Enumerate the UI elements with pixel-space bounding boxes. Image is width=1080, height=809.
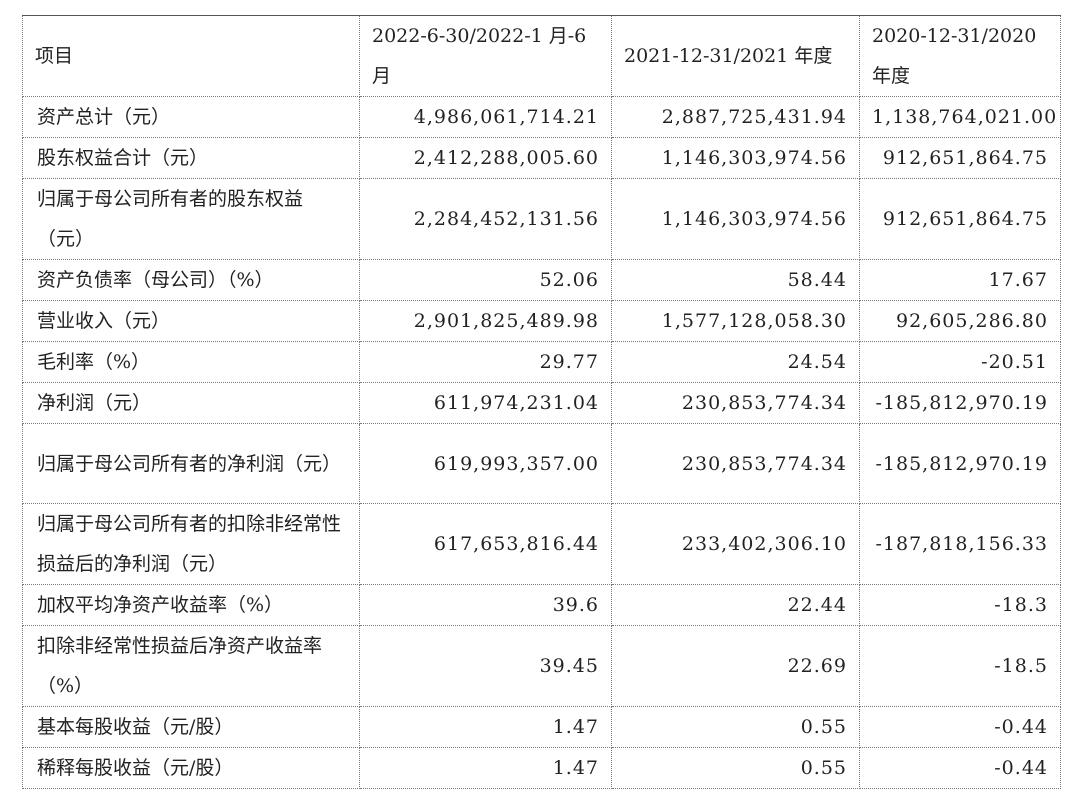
cell-2021: 0.55 [611,706,860,748]
table-row: 归属于母公司所有者的股东权益（元） 2,284,452,131.56 1,146… [22,178,1061,260]
cell-2022: 2,901,825,489.98 [359,300,612,342]
table-row: 毛利率（%） 29.77 24.54 -20.51 [22,341,1061,383]
table-row: 归属于母公司所有者的扣除非经常性损益后的净利润（元） 617,653,816.4… [22,503,1061,585]
header-period-2022: 2022-6-30/2022-1 月-6 月 [359,15,612,97]
table-row: 扣除非经常性损益后净资产收益率（%） 39.45 22.69 -18.5 [22,625,1061,707]
cell-2020: 17.67 [859,259,1061,301]
cell-2020: 1,138,764,021.00 [859,96,1061,138]
cell-2022: 1.47 [359,747,612,789]
cell-2022: 2,412,288,005.60 [359,137,612,179]
header-item: 项目 [22,15,360,97]
cell-2021: 22.44 [611,584,860,626]
cell-2022: 1.47 [359,706,612,748]
cell-2022: 39.6 [359,584,612,626]
cell-2020: -18.3 [859,584,1061,626]
table-header-row: 项目 2022-6-30/2022-1 月-6 月 2021-12-31/202… [22,15,1061,97]
row-label: 基本每股收益（元/股） [22,706,360,748]
row-label: 资产负债率（母公司）（%） [22,259,360,301]
table-row: 基本每股收益（元/股） 1.47 0.55 -0.44 [22,706,1061,748]
cell-2022: 39.45 [359,625,612,707]
cell-2021: 58.44 [611,259,860,301]
row-label: 股东权益合计（元） [22,137,360,179]
row-label: 资产总计（元） [22,96,360,138]
header-period-2020: 2020-12-31/2020 年度 [859,15,1061,97]
cell-2021: 2,887,725,431.94 [611,96,860,138]
row-label: 归属于母公司所有者的净利润（元） [22,423,360,504]
row-label: 加权平均净资产收益率（%） [22,584,360,626]
cell-2021: 22.69 [611,625,860,707]
cell-2020: 912,651,864.75 [859,137,1061,179]
cell-2022: 4,986,061,714.21 [359,96,612,138]
row-label: 归属于母公司所有者的股东权益（元） [22,178,360,260]
row-label: 净利润（元） [22,382,360,424]
table-row: 加权平均净资产收益率（%） 39.6 22.44 -18.3 [22,584,1061,626]
row-label: 归属于母公司所有者的扣除非经常性损益后的净利润（元） [22,503,360,585]
cell-2021: 233,402,306.10 [611,503,860,585]
cell-2022: 29.77 [359,341,612,383]
header-period-2021: 2021-12-31/2021 年度 [611,15,860,97]
cell-2020: -185,812,970.19 [859,423,1061,504]
cell-2022: 52.06 [359,259,612,301]
table-row: 稀释每股收益（元/股） 1.47 0.55 -0.44 [22,747,1061,789]
cell-2021: 0.55 [611,747,860,789]
cell-2020: 912,651,864.75 [859,178,1061,260]
cell-2020: -18.5 [859,625,1061,707]
cell-2021: 1,146,303,974.56 [611,137,860,179]
table-row: 资产负债率（母公司）（%） 52.06 58.44 17.67 [22,259,1061,301]
cell-2021: 230,853,774.34 [611,382,860,424]
cell-2020: -0.44 [859,706,1061,748]
table-row: 净利润（元） 611,974,231.04 230,853,774.34 -18… [22,382,1061,424]
cell-2021: 24.54 [611,341,860,383]
financial-table-container: 项目 2022-6-30/2022-1 月-6 月 2021-12-31/202… [22,15,1061,789]
cell-2022: 617,653,816.44 [359,503,612,585]
cell-2022: 619,993,357.00 [359,423,612,504]
row-label: 营业收入（元） [22,300,360,342]
table-row: 营业收入（元） 2,901,825,489.98 1,577,128,058.3… [22,300,1061,342]
table-row: 归属于母公司所有者的净利润（元） 619,993,357.00 230,853,… [22,423,1061,504]
cell-2020: -0.44 [859,747,1061,789]
row-label: 毛利率（%） [22,341,360,383]
cell-2021: 230,853,774.34 [611,423,860,504]
cell-2020: -185,812,970.19 [859,382,1061,424]
table-row: 资产总计（元） 4,986,061,714.21 2,887,725,431.9… [22,96,1061,138]
row-label: 稀释每股收益（元/股） [22,747,360,789]
cell-2021: 1,146,303,974.56 [611,178,860,260]
cell-2020: -187,818,156.33 [859,503,1061,585]
cell-2020: 92,605,286.80 [859,300,1061,342]
cell-2021: 1,577,128,058.30 [611,300,860,342]
financial-data-table: 项目 2022-6-30/2022-1 月-6 月 2021-12-31/202… [22,15,1061,789]
cell-2020: -20.51 [859,341,1061,383]
table-row: 股东权益合计（元） 2,412,288,005.60 1,146,303,974… [22,137,1061,179]
cell-2022: 2,284,452,131.56 [359,178,612,260]
cell-2022: 611,974,231.04 [359,382,612,424]
row-label: 扣除非经常性损益后净资产收益率（%） [22,625,360,707]
